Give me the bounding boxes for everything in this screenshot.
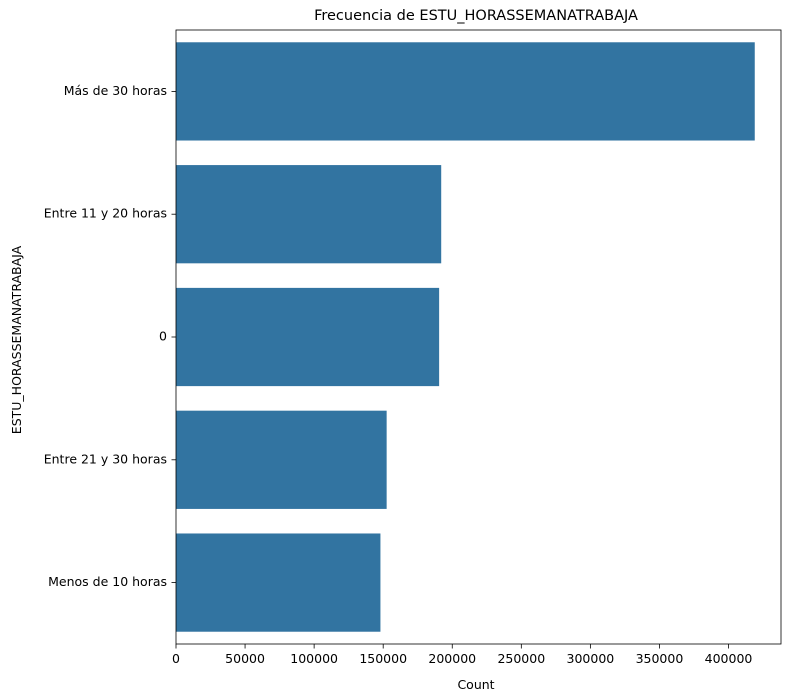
chart-title: Frecuencia de ESTU_HORASSEMANATRABAJA xyxy=(314,8,638,24)
x-tick-label-2: 100000 xyxy=(290,651,338,666)
x-axis-label: Count xyxy=(457,677,494,692)
x-tick-label-6: 300000 xyxy=(567,651,615,666)
bar-0 xyxy=(176,42,755,141)
y-tick-label-0: Más de 30 horas xyxy=(64,83,167,98)
x-tick-label-3: 150000 xyxy=(359,651,407,666)
x-tick-label-5: 250000 xyxy=(497,651,545,666)
x-tick-label-1: 50000 xyxy=(225,651,265,666)
y-axis-ticks: Más de 30 horas Entre 11 y 20 horas 0 Entre… xyxy=(44,83,176,589)
bars-layer xyxy=(176,42,755,632)
x-axis-ticks: 0 50000 100000 150000 200000 250000 300000 3500… xyxy=(172,644,752,666)
bar-4 xyxy=(176,533,381,632)
y-tick-label-4: Menos de 10 horas xyxy=(48,574,167,589)
y-tick-label-3: Entre 21 y 30 horas xyxy=(44,451,167,466)
plot-frame xyxy=(175,29,782,645)
x-tick-label-8: 400000 xyxy=(705,651,753,666)
y-axis-label: ESTU_HORASSEMANATRABAJA xyxy=(9,245,24,434)
x-tick-label-0: 0 xyxy=(172,651,180,666)
x-tick-label-4: 200000 xyxy=(428,651,476,666)
bar-2 xyxy=(176,287,440,387)
y-tick-label-2: 0 xyxy=(159,329,167,344)
bar-1 xyxy=(176,165,442,264)
y-tick-label-1: Entre 11 y 20 horas xyxy=(44,206,167,221)
x-tick-label-7: 350000 xyxy=(636,651,684,666)
bar-3 xyxy=(176,410,387,509)
